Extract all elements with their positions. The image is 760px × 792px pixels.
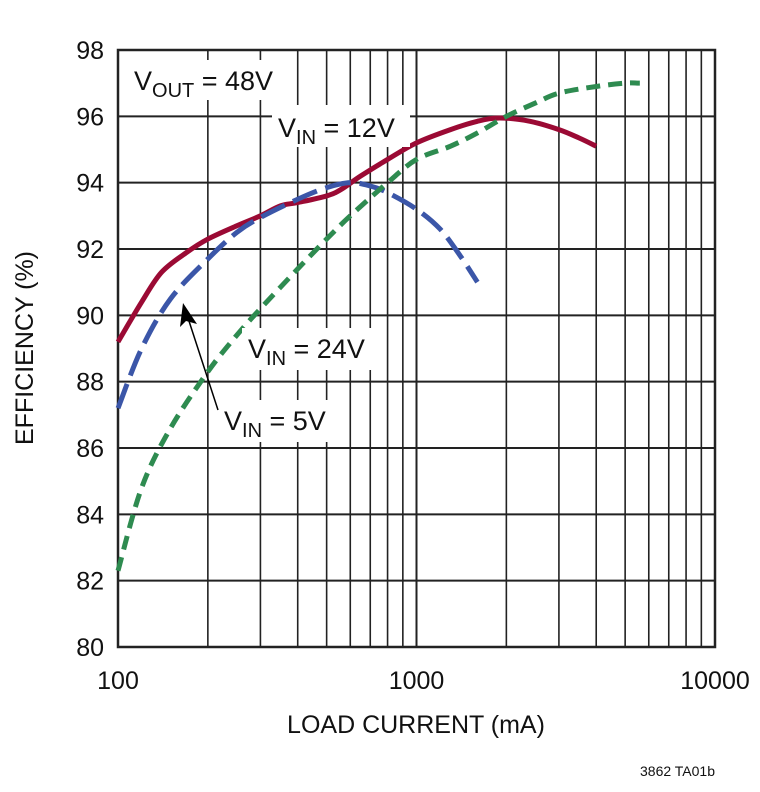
y-tick-label: 88 [76, 369, 104, 397]
svg-text:VIN = 24V: VIN = 24V [248, 334, 365, 370]
svg-text:VIN = 5V: VIN = 5V [224, 406, 326, 442]
y-tick-label: 92 [76, 236, 104, 264]
vin5-annotation: VIN = 5V [180, 303, 330, 442]
plot-frame [116, 48, 717, 649]
x-axis-label: LOAD CURRENT (mA) [287, 711, 545, 739]
vout-annotation: VOUT = 48V [128, 60, 280, 102]
svg-text:VIN = 12V: VIN = 12V [278, 113, 395, 149]
vin24-annotation: VIN = 24V [242, 328, 374, 370]
series-line-vin-12v [115, 115, 598, 344]
y-tick-label: 84 [76, 501, 104, 529]
tick-labels: 80 82 84 86 88 90 92 94 96 98 100 1000 10000 [76, 37, 750, 695]
x-tick-label: 1000 [389, 667, 445, 695]
series-line-vin-24v [115, 80, 640, 572]
y-tick-label: 90 [76, 302, 104, 330]
vin12-annotation: VIN = 12V [272, 105, 410, 149]
footnote: 3862 TA01b [640, 763, 715, 779]
grid [116, 48, 717, 649]
y-tick-label: 82 [76, 568, 104, 596]
curves [115, 80, 640, 572]
vin5-arrow [187, 317, 219, 411]
arrow-head-icon [180, 303, 197, 327]
y-tick-label: 94 [76, 170, 104, 198]
svg-text:VOUT = 48V: VOUT = 48V [134, 66, 273, 102]
series-line-vin-5v [115, 180, 480, 410]
y-axis-label: EFFICIENCY (%) [11, 251, 39, 445]
x-tick-label: 10000 [680, 667, 750, 695]
y-tick-label: 80 [76, 634, 104, 662]
x-tick-label: 100 [97, 667, 139, 695]
y-tick-label: 96 [76, 103, 104, 131]
y-tick-label: 98 [76, 37, 104, 65]
y-tick-label: 86 [76, 435, 104, 463]
